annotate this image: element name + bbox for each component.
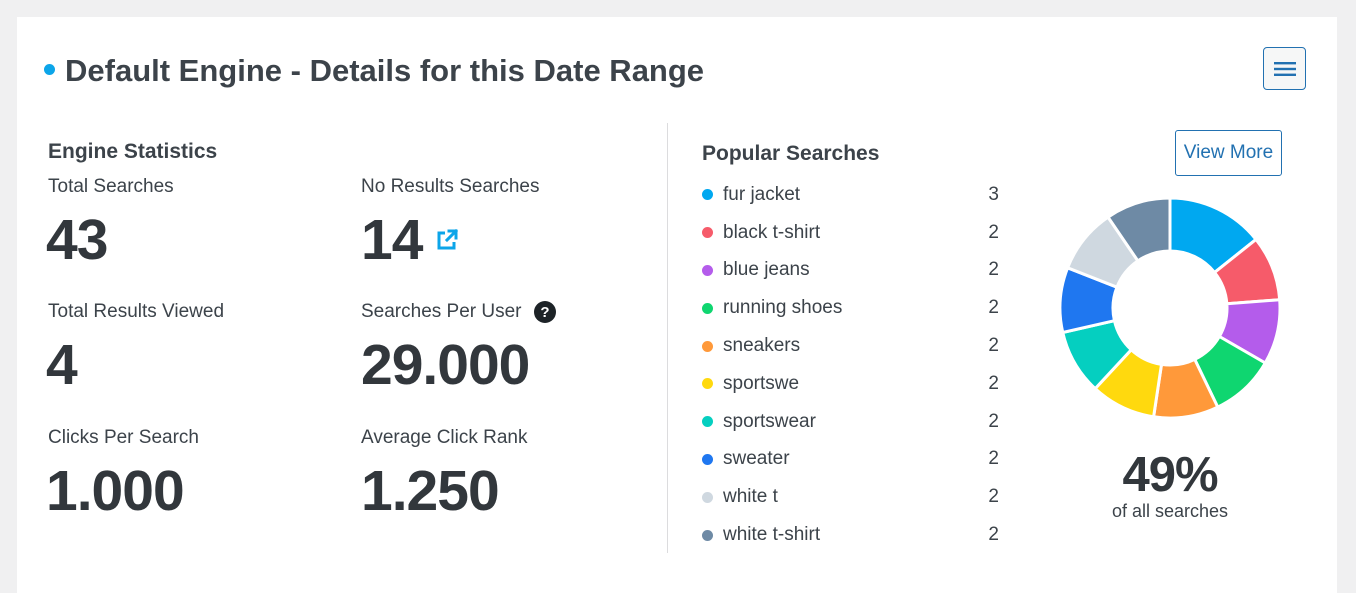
total-searches-label: Total Searches: [48, 176, 174, 197]
svg-text:?: ?: [540, 304, 549, 321]
total-results-viewed-label: Total Results Viewed: [48, 301, 225, 322]
legend-dot-icon: [702, 302, 713, 314]
legend-dot-icon: [702, 416, 713, 428]
legend-dot-icon: [702, 491, 713, 503]
legend-dot-icon: [702, 264, 713, 276]
share-percent: 49%: [1122, 448, 1218, 502]
search-count: 2: [988, 410, 999, 432]
search-count: 2: [988, 221, 999, 243]
search-term[interactable]: running shoes: [723, 297, 843, 319]
clicks-per-search-label: Clicks Per Search: [48, 427, 199, 448]
searches-per-user-label: Searches Per User ?: [361, 301, 556, 323]
search-term[interactable]: sportswe: [723, 372, 800, 394]
list-item: sportswe 2: [702, 365, 999, 403]
list-item: sneakers 2: [702, 327, 999, 365]
total-results-viewed-value: 4: [46, 333, 78, 397]
search-term[interactable]: sportswear: [723, 410, 816, 432]
legend-dot-icon: [702, 453, 713, 465]
page-title: Default Engine - Details for this Date R…: [65, 53, 705, 88]
no-results-searches-label: No Results Searches: [361, 176, 540, 197]
legend-dot-icon: [702, 378, 713, 390]
section-divider: [667, 123, 668, 553]
average-click-rank-value: 1.250: [361, 459, 500, 523]
engine-details-panel: Default Engine - Details for this Date R…: [17, 17, 1337, 593]
list-item: white t-shirt 2: [702, 516, 999, 554]
menu-button[interactable]: [1263, 47, 1306, 90]
clicks-per-search-value: 1.000: [46, 459, 185, 523]
hamburger-icon: [1273, 61, 1296, 76]
no-results-searches-value: 14: [361, 207, 459, 273]
total-searches-value: 43: [46, 208, 108, 272]
search-count: 3: [988, 183, 999, 205]
search-count: 2: [988, 524, 999, 546]
share-caption: of all searches: [1111, 501, 1229, 521]
view-more-button[interactable]: View More: [1175, 130, 1282, 176]
search-count: 2: [988, 335, 999, 357]
list-item: blue jeans 2: [702, 252, 999, 290]
legend-dot-icon: [702, 189, 713, 201]
search-term[interactable]: blue jeans: [723, 259, 810, 281]
list-item: sportswear 2: [702, 403, 999, 441]
searches-per-user-value: 29.000: [361, 333, 530, 397]
search-count: 2: [988, 486, 999, 508]
average-click-rank-label: Average Click Rank: [361, 427, 528, 448]
legend-dot-icon: [702, 340, 713, 352]
search-term[interactable]: black t-shirt: [723, 221, 821, 243]
legend-dot-icon: [702, 529, 713, 541]
search-term[interactable]: fur jacket: [723, 183, 801, 205]
search-count: 2: [988, 297, 999, 319]
legend-dot-icon: [702, 227, 713, 239]
external-link-icon[interactable]: [436, 229, 459, 251]
search-count: 2: [988, 448, 999, 470]
list-item: fur jacket 3: [702, 176, 999, 214]
popular-searches-list: fur jacket 3 black t-shirt 2 blue jeans 2 runn…: [702, 176, 999, 554]
title-bullet-icon: [44, 64, 55, 75]
donut-slice: [1105, 196, 1172, 263]
search-term[interactable]: white t-shirt: [723, 524, 821, 546]
engine-statistics-heading: Engine Statistics: [48, 140, 218, 163]
list-item: running shoes 2: [702, 289, 999, 327]
popular-searches-donut-chart: [1058, 196, 1282, 420]
search-count: 2: [988, 259, 999, 281]
list-item: white t 2: [702, 478, 999, 516]
search-count: 2: [988, 372, 999, 394]
search-term[interactable]: white t: [723, 486, 778, 508]
list-item: sweater 2: [702, 441, 999, 479]
list-item: black t-shirt 2: [702, 214, 999, 252]
search-term[interactable]: sweater: [723, 448, 790, 470]
popular-searches-heading: Popular Searches: [702, 142, 880, 165]
help-icon[interactable]: ?: [533, 301, 556, 323]
search-term[interactable]: sneakers: [723, 335, 801, 357]
